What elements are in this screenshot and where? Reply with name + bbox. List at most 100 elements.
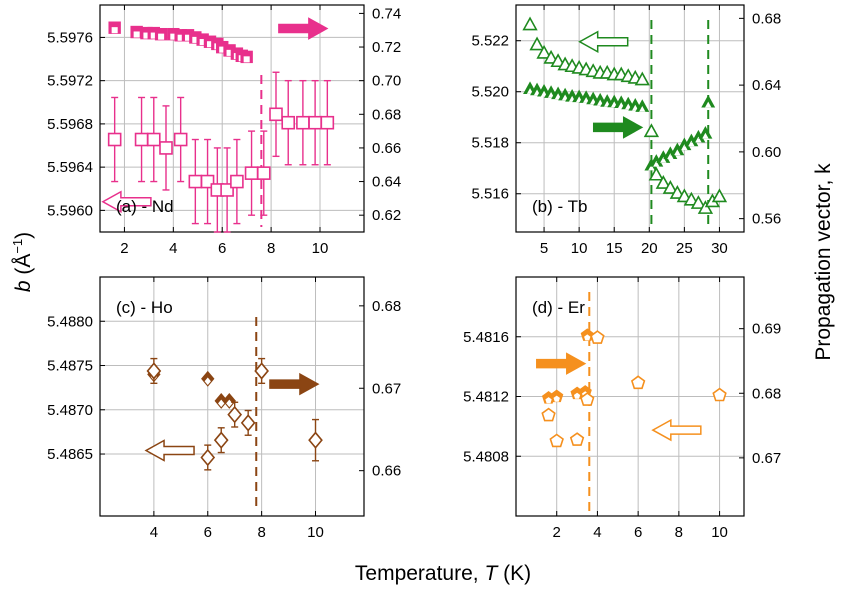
y-tick-label-right: 0.70 <box>372 73 401 90</box>
b-point-inner <box>618 102 625 108</box>
panel-a-nd: 2 4 6 8 10 5.5960 5.5964 5.5968 5.5972 5.5976 0.62… <box>47 4 401 257</box>
x-tick-label: 6 <box>218 240 226 257</box>
y-axis-label-right: Propagation vector, k <box>812 163 835 361</box>
panel-label: (b) - Tb <box>532 197 587 216</box>
k-point <box>159 141 173 155</box>
b-point-inner <box>533 89 541 96</box>
b-point-inner <box>226 49 233 56</box>
arrow-left <box>578 30 629 53</box>
plot-frame <box>99 4 365 233</box>
arrow-left <box>651 418 702 442</box>
plot-frame <box>99 276 365 517</box>
k-point <box>134 132 149 147</box>
x-axis-label-unit: (K) <box>497 562 531 585</box>
k-point <box>643 123 660 138</box>
b-point-inner <box>547 91 555 98</box>
k-point <box>634 71 650 86</box>
x-tick-label: 6 <box>634 524 642 541</box>
y-tick-label-right: 0.64 <box>752 77 781 94</box>
k-point <box>712 387 727 402</box>
y-tick-label-right: 0.67 <box>752 450 781 467</box>
arrow-right <box>592 116 644 139</box>
b-point-inner <box>589 98 597 105</box>
b-point-inner <box>143 32 150 39</box>
k-point <box>580 392 595 406</box>
y-tick-label-left: 5.4880 <box>47 313 93 330</box>
b-point-inner <box>632 104 639 111</box>
k-point <box>146 132 161 147</box>
y-tick-label-left: 5.5964 <box>47 159 93 176</box>
b-point-inner <box>597 99 604 106</box>
panel-d-er: 2 4 6 8 10 5.4808 5.4812 5.4816 0.67 0.68 0.69 (d) … <box>463 276 781 541</box>
b-point-inner <box>553 395 560 402</box>
panel-label: (c) - Ho <box>116 298 173 317</box>
b-point-inner <box>582 97 590 103</box>
x-tick-label: 6 <box>204 524 212 541</box>
b-point-inner <box>226 399 233 408</box>
b-point-inner <box>667 153 674 159</box>
y-tick-label-right: 0.66 <box>372 463 401 480</box>
b-point-inner <box>573 392 581 399</box>
x-tick-label: 2 <box>553 524 561 541</box>
y-axis-label-symbol: b <box>12 280 35 292</box>
k-point <box>690 195 707 209</box>
b-point-inner <box>584 334 591 341</box>
y-tick-label-left: 5.4812 <box>463 389 509 406</box>
y-axis-label-left: b (Å−1) <box>10 232 35 292</box>
k-point <box>107 132 122 147</box>
b-point-inner <box>681 144 688 151</box>
k-point <box>254 362 269 380</box>
k-point <box>655 175 671 189</box>
b-point-inner <box>554 93 562 100</box>
k-point <box>543 49 559 64</box>
x-tick-label: 8 <box>257 524 265 541</box>
arrow-right <box>269 372 320 396</box>
arrow-right <box>536 352 587 375</box>
x-tick-label: 5 <box>540 240 548 257</box>
y-tick-label-right: 0.64 <box>372 174 401 191</box>
y-tick-label-left: 5.5972 <box>47 73 93 90</box>
x-tick-label: 4 <box>593 524 601 541</box>
x-tick-label: 8 <box>675 524 683 541</box>
y-tick-label-left: 5.4816 <box>463 329 509 346</box>
k-point <box>697 200 714 214</box>
b-point-inner <box>561 94 569 101</box>
b-point-inner <box>243 56 250 63</box>
y-tick-label-right: 0.72 <box>372 39 401 56</box>
panel-c-ho: 4 6 8 10 5.4865 5.4870 5.4875 5.4880 0.66 0.67 0.6… <box>47 276 401 541</box>
k-point <box>630 375 646 390</box>
arrow-left <box>144 439 195 462</box>
b-point-inner <box>660 157 667 163</box>
y-tick-label-left: 5.4808 <box>463 448 509 465</box>
k-point <box>269 107 283 122</box>
y-tick-label-right: 0.67 <box>372 380 401 397</box>
x-tick-label: 8 <box>267 240 275 257</box>
k-point <box>569 432 585 446</box>
y-tick-label-right: 0.68 <box>372 298 401 315</box>
x-axis-label-main: Temperature, <box>355 562 485 585</box>
y-tick-label-right: 0.62 <box>372 207 401 224</box>
y-axis-label-close: ) <box>12 232 35 239</box>
b-point-inner <box>705 101 712 108</box>
x-tick-label: 4 <box>169 240 177 257</box>
x-tick-label: 10 <box>571 240 588 257</box>
x-tick-label: 30 <box>711 240 728 257</box>
x-tick-label: 10 <box>312 240 329 257</box>
k-point <box>676 188 693 203</box>
b-point-inner <box>653 160 660 167</box>
k-point <box>281 115 296 130</box>
b-point-inner <box>150 32 157 39</box>
b-point-inner <box>204 377 211 386</box>
b-point-inner <box>158 33 165 40</box>
x-tick-label: 25 <box>676 240 693 257</box>
b-point-inner <box>219 46 226 53</box>
y-axis-label-exponent: −1 <box>10 239 25 254</box>
b-point-inner <box>133 31 140 38</box>
x-tick-label: 4 <box>150 524 158 541</box>
b-point-inner <box>111 27 118 34</box>
k-point <box>240 414 256 432</box>
x-tick-label: 2 <box>120 240 128 257</box>
b-point-inner <box>545 397 552 404</box>
x-tick-label: 10 <box>711 524 728 541</box>
